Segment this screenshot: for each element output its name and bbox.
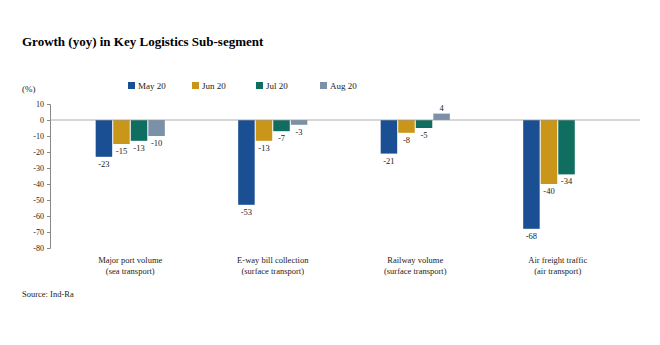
bar [131,120,147,141]
y-tick-mark [47,200,50,201]
y-tick: -30 [33,164,50,173]
data-label: -3 [296,127,303,137]
legend-label: Jul 20 [266,81,288,91]
legend-label: Aug 20 [330,81,357,91]
bar [523,120,539,229]
legend-label: Jun 20 [202,81,226,91]
zero-line [50,120,640,121]
y-tick: -20 [33,148,50,157]
x-tick: Air freight traffic(air transport) [528,254,587,276]
y-tick-mark [47,120,50,121]
y-tick-label: -40 [33,180,44,189]
bar [238,120,254,205]
y-tick-label: 0 [40,116,44,125]
bar [256,120,272,141]
bar [291,120,307,125]
y-axis-title: (%) [22,84,36,94]
chart: Growth (yoy) in Key Logistics Sub-segmen… [0,0,660,345]
data-label: -68 [526,231,537,241]
y-tick: -40 [33,180,50,189]
y-tick-mark [47,248,50,249]
y-tick: 10 [36,100,50,109]
legend-item: Jul 20 [256,81,288,91]
y-tick-mark [47,168,50,169]
data-label: -10 [151,138,162,148]
bar [113,120,129,144]
title: Growth (yoy) in Key Logistics Sub-segmen… [22,34,264,49]
x-tick-label: Major port volume(sea transport) [98,255,162,276]
data-label: -8 [403,135,410,145]
data-label: -21 [383,156,394,166]
legend-swatch [256,82,263,89]
y-tick-mark [47,104,50,105]
y-tick-label: -10 [33,132,44,141]
x-tick-label: Railway volume(surface transport) [384,255,447,276]
data-label: -40 [543,186,554,196]
data-label: -7 [278,133,285,143]
y-tick: -80 [33,244,50,253]
bar [541,120,557,184]
x-tick-label: Air freight traffic(air transport) [528,255,587,276]
legend: May 20 Jun 20 Jul 20 Aug 20 [128,81,357,91]
bar [96,120,112,157]
y-tick: 0 [40,116,50,125]
y-tick-label: -70 [33,228,44,237]
legend-swatch [128,82,135,89]
bar [381,120,397,154]
bar [273,120,289,131]
data-label: -23 [98,159,109,169]
y-tick-label: -20 [33,148,44,157]
y-tick-mark [47,136,50,137]
y-tick: -70 [33,228,50,237]
annotation: Source: Ind-Ra [22,289,74,299]
x-tick: Major port volume(sea transport) [98,254,162,276]
legend-item: Jun 20 [192,81,226,91]
y-tick-label: 10 [36,100,44,109]
data-label: 4 [439,103,444,113]
x-axis: Major port volume(sea transport) E-way bi… [98,254,587,276]
y-tick-mark [47,216,50,217]
x-tick: Railway volume(surface transport) [384,254,447,276]
y-tick-label: -50 [33,196,44,205]
bar [148,120,164,136]
data-label: -13 [258,143,269,153]
y-tick: -10 [33,132,50,141]
y-tick-mark [47,232,50,233]
legend-item: May 20 [128,81,166,91]
data-label: -34 [561,176,573,186]
y-axis-line [47,105,51,249]
y-tick-mark [47,184,50,185]
x-tick: E-way bill collection(surface transport) [237,254,309,276]
data-label: -53 [241,207,252,217]
y-tick-label: -30 [33,164,44,173]
legend-swatch [192,82,199,89]
data-label: -13 [133,143,144,153]
y-tick-mark [47,152,50,153]
bar [398,120,414,133]
bar [416,120,432,128]
y-tick-label: -60 [33,212,44,221]
data-label: -15 [116,146,127,156]
y-tick-label: -80 [33,244,44,253]
data-labels: -23 -15 -13 -10 -53 -13 -7 -3 -21 -8 -5 4 -68 -40 -34 [98,103,573,241]
bars [96,114,575,229]
y-tick: -60 [33,212,50,221]
y-tick: -50 [33,196,50,205]
legend-item: Aug 20 [320,81,357,91]
data-label: -5 [420,130,427,140]
legend-label: May 20 [138,81,166,91]
legend-swatch [320,82,327,89]
y-axis: -80 -70 -60 -50 -40 -30 -20 -10 0 10 [33,100,50,253]
bar [433,114,449,120]
bar [558,120,574,174]
x-tick-label: E-way bill collection(surface transport) [237,255,309,276]
